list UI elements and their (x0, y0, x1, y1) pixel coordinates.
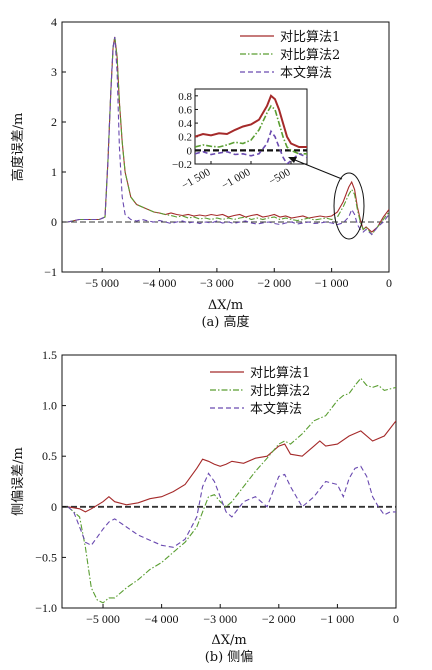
x-tick-label: 0 (386, 276, 392, 290)
legend-label-2: 对比算法2 (250, 384, 310, 399)
inset-y-tick-label: 0.4 (178, 118, 192, 130)
inset-series-line-3 (195, 129, 307, 164)
plot-area-frame (61, 354, 397, 609)
series-line-3 (67, 465, 396, 548)
zoom-region-ellipse (333, 172, 365, 240)
y-tick-label: 1.5 (42, 348, 57, 362)
y-tick-label: 2 (51, 115, 57, 129)
y-axis-label: 高度误差/m (10, 113, 26, 182)
x-tick-label: −1 000 (321, 612, 355, 626)
y-tick-label: 1.0 (42, 399, 57, 413)
x-axis-label: ΔX/m (211, 633, 246, 648)
panel-caption: (b) 侧偏 (205, 650, 254, 665)
y-tick-label: 0.5 (42, 449, 57, 463)
series-line-2 (67, 36, 389, 236)
x-tick-label: −4 000 (143, 276, 177, 290)
y-tick-label: 1 (51, 165, 57, 179)
zoom-arrow-line (289, 157, 343, 180)
y-tick-label: 4 (51, 15, 57, 29)
x-tick-label: −2 000 (257, 276, 291, 290)
legend-label-1: 对比算法1 (280, 30, 340, 45)
inset-y-tick-label: −0.2 (172, 159, 192, 171)
inset-x-tick-label: −1 000 (220, 166, 253, 192)
x-axis-label: ΔX/m (208, 298, 243, 313)
x-tick-label: −5 000 (85, 276, 119, 290)
inset-frame (194, 88, 308, 165)
legend-label-3: 本文算法 (250, 402, 302, 417)
x-tick-label: −1 000 (315, 276, 349, 290)
inset-x-tick-label: −500 (267, 166, 293, 188)
x-tick-label: −2 000 (262, 612, 296, 626)
series-line-3 (67, 36, 389, 236)
y-tick-label: −1.0 (35, 601, 57, 615)
inset-y-tick-label: 0 (187, 145, 193, 157)
x-tick-label: −3 000 (200, 276, 234, 290)
inset-series-line-1 (195, 94, 307, 148)
x-tick-label: −3 000 (203, 612, 237, 626)
plot-area-frame (61, 21, 390, 273)
series-line-1 (67, 420, 396, 513)
y-axis-label: 侧偏误差/m (11, 447, 26, 516)
y-tick-label: 0 (51, 215, 57, 229)
inset-series-line-2 (195, 104, 307, 155)
legend-label-1: 对比算法1 (250, 366, 310, 381)
chart-panel-2: −5 000 −4 000 −3 000 −2 000 −1 000 0 −1.0 −0.5 0… (11, 348, 399, 665)
legend-label-3: 本文算法 (280, 66, 332, 81)
x-tick-label: −4 000 (145, 612, 179, 626)
y-tick-label: −0.5 (35, 550, 57, 564)
zoom-arrow-head (288, 157, 297, 163)
series-line-2 (67, 377, 396, 604)
x-tick-label: −5 000 (86, 612, 120, 626)
inset-y-tick-label: 0.2 (178, 132, 192, 144)
y-tick-label: 3 (51, 65, 57, 79)
inset-y-tick-label: 0.8 (178, 91, 192, 103)
y-tick-label: −1 (44, 265, 57, 279)
y-tick-label: 0 (51, 500, 57, 514)
chart-panel-1: −5 000 −4 000 −3 000 −2 000 −1 000 0 −1 0 1 2 3 4 ΔX… (10, 15, 392, 330)
panel-caption: (a) 高度 (201, 314, 249, 330)
inset-zoom-plot: −0.200.20.40.60.8−1 500 −1 000 −500 (172, 88, 308, 192)
legend-label-2: 对比算法2 (280, 48, 340, 63)
x-tick-label: 0 (393, 612, 399, 626)
inset-y-tick-label: 0.6 (178, 104, 192, 116)
